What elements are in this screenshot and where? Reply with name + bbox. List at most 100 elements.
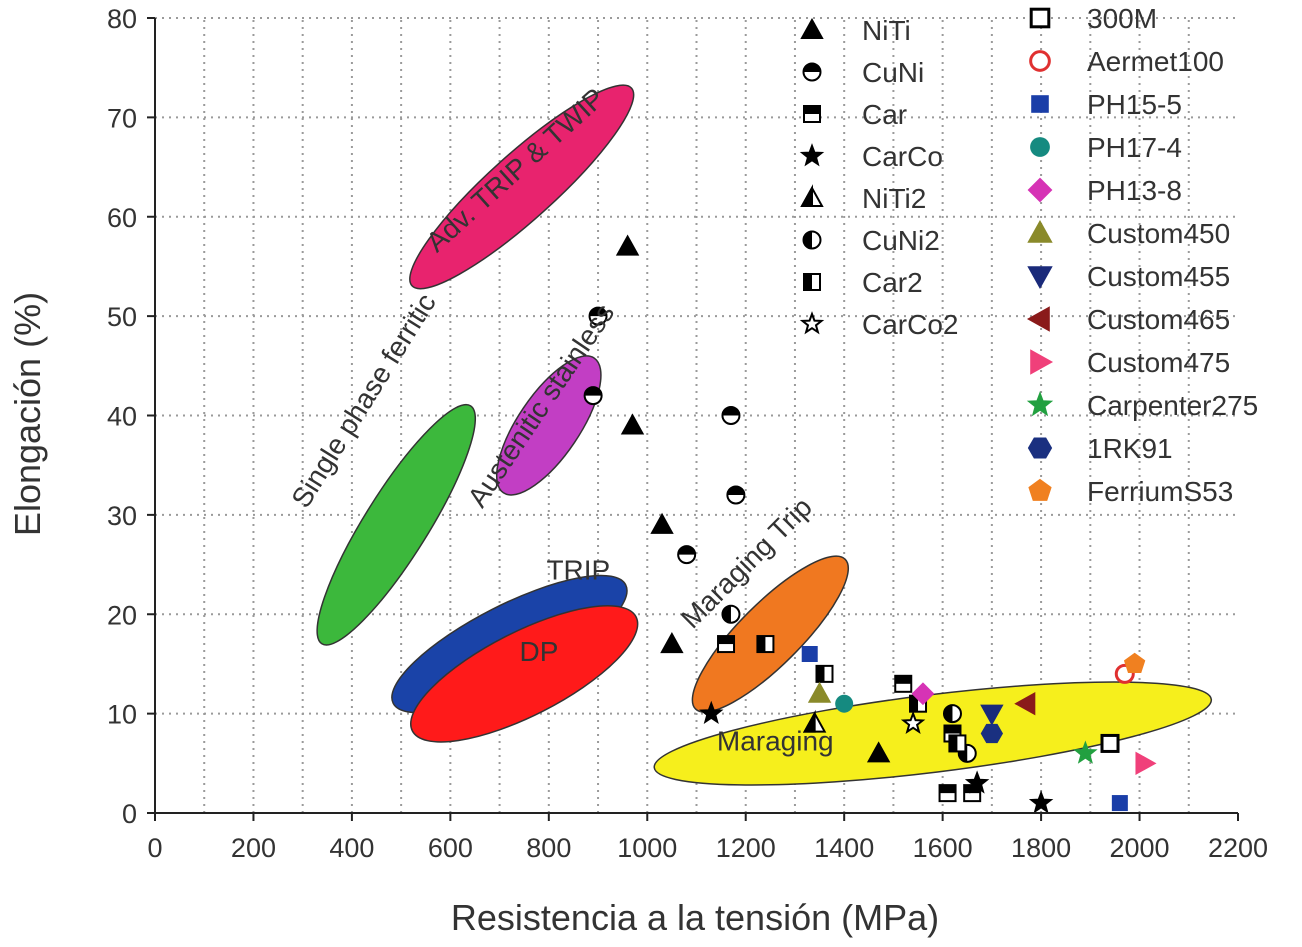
region-label: DP bbox=[520, 636, 559, 667]
legend-label: CarCo bbox=[862, 141, 943, 172]
data-point-niti bbox=[866, 741, 891, 763]
data-point-custom465 bbox=[1014, 691, 1036, 716]
legend-label: 1RK91 bbox=[1087, 433, 1173, 464]
legend-label: Custom450 bbox=[1087, 218, 1230, 249]
legend-label: Car2 bbox=[862, 267, 923, 298]
data-point-niti bbox=[615, 234, 640, 256]
legend-marker-carpenter275 bbox=[1026, 391, 1054, 417]
data-point-niti bbox=[650, 512, 674, 534]
data-point-car2 bbox=[948, 734, 967, 753]
x-tick-label: 1200 bbox=[716, 833, 776, 863]
data-point-carco bbox=[1028, 790, 1054, 814]
legend-marker-car bbox=[803, 105, 821, 123]
legend-marker-niti2 bbox=[800, 184, 824, 207]
data-point-cuni bbox=[726, 485, 746, 505]
data-point-car2 bbox=[756, 635, 775, 654]
legend-marker-aermet100 bbox=[1029, 50, 1051, 72]
legend-label: FerriumS53 bbox=[1087, 476, 1233, 507]
region-label: Maraging bbox=[717, 725, 834, 756]
legend-label: PH15-5 bbox=[1087, 89, 1182, 120]
data-point-niti2 bbox=[802, 709, 827, 733]
data-point-car bbox=[894, 674, 913, 693]
y-tick-label: 30 bbox=[107, 501, 137, 531]
axes bbox=[147, 17, 1239, 821]
legend-marker-carco2 bbox=[799, 311, 825, 335]
legend-marker-custom450 bbox=[1027, 219, 1053, 243]
legend-marker-niti bbox=[800, 17, 824, 39]
x-tick-label: 1800 bbox=[1011, 833, 1071, 863]
y-tick-label: 50 bbox=[107, 302, 137, 332]
legend-label: PH17-4 bbox=[1087, 132, 1182, 163]
x-tick-label: 400 bbox=[329, 833, 374, 863]
legend-marker-ph15-5 bbox=[1031, 95, 1049, 113]
legend: NiTi CuNi Car CarCo NiTi2 CuNi2 Car2 CarCo2 300M… bbox=[799, 3, 1258, 507]
data-point-niti bbox=[660, 632, 684, 654]
data-point-ph13-8 bbox=[911, 682, 935, 706]
legend-marker-ph13-8 bbox=[1027, 177, 1053, 203]
y-tick-label: 10 bbox=[107, 700, 137, 730]
data-point-custom450 bbox=[807, 681, 832, 703]
data-point-carco bbox=[964, 770, 990, 794]
data-point-cuni2 bbox=[942, 704, 962, 724]
region-adv-trip-twip bbox=[409, 84, 635, 290]
legend-marker-custom455 bbox=[1027, 266, 1053, 290]
data-point-carco2 bbox=[900, 710, 926, 734]
legend-label: Custom455 bbox=[1087, 261, 1230, 292]
legend-label: 300M bbox=[1087, 3, 1157, 34]
x-tick-label: 800 bbox=[526, 833, 571, 863]
x-tick-label: 1600 bbox=[913, 833, 973, 863]
data-point-carco bbox=[699, 700, 724, 725]
legend-label: CuNi2 bbox=[862, 225, 940, 256]
legend-marker-custom475 bbox=[1030, 349, 1054, 375]
region-dp bbox=[410, 605, 639, 743]
x-tick-label: 1000 bbox=[617, 833, 677, 863]
data-point-300m bbox=[1100, 733, 1120, 753]
region-austenitic-stainless bbox=[495, 355, 602, 496]
x-tick-label: 2000 bbox=[1110, 833, 1170, 863]
data-point-custom455 bbox=[980, 704, 1004, 726]
data-point-cuni bbox=[583, 386, 603, 406]
legend-marker-cuni bbox=[802, 62, 822, 82]
legend-label: NiTi bbox=[862, 15, 911, 46]
legend-label: Car bbox=[862, 99, 907, 130]
x-tick-label: 0 bbox=[147, 833, 162, 863]
data-point-cuni bbox=[588, 306, 608, 326]
legend-marker-cuni2 bbox=[802, 230, 822, 250]
x-tick-label: 2200 bbox=[1208, 833, 1268, 863]
legend-marker-300m bbox=[1029, 7, 1051, 29]
x-axis-title: Resistencia a la tensión (MPa) bbox=[451, 897, 939, 938]
region-single-phase-ferritic bbox=[316, 403, 477, 646]
legend-label: Aermet100 bbox=[1087, 46, 1224, 77]
y-tick-label: 80 bbox=[107, 4, 137, 34]
data-point-1rk91 bbox=[980, 723, 1004, 744]
x-tick-label: 200 bbox=[231, 833, 276, 863]
data-point-car2 bbox=[815, 664, 834, 683]
y-tick-label: 60 bbox=[107, 203, 137, 233]
legend-marker-1rk91 bbox=[1027, 437, 1053, 459]
legend-label: Carpenter275 bbox=[1087, 390, 1258, 421]
data-point-ph15-5 bbox=[1111, 795, 1128, 812]
legend-label: NiTi2 bbox=[862, 183, 926, 214]
regions bbox=[316, 84, 1213, 786]
region-label: TRIP bbox=[546, 554, 610, 585]
data-point-cuni2 bbox=[721, 604, 741, 624]
data-point-ph15-5 bbox=[801, 646, 818, 662]
legend-marker-ferriums53 bbox=[1028, 478, 1052, 501]
legend-marker-carco bbox=[799, 143, 825, 167]
x-tick-label: 1400 bbox=[814, 833, 874, 863]
x-tick-label: 600 bbox=[428, 833, 473, 863]
y-tick-label: 70 bbox=[107, 103, 137, 133]
data-point-ph17-4 bbox=[835, 694, 854, 713]
data-point-niti bbox=[620, 413, 645, 435]
y-tick-label: 0 bbox=[122, 799, 137, 829]
data-point-cuni bbox=[677, 545, 697, 565]
legend-marker-custom465 bbox=[1026, 306, 1050, 332]
legend-label: PH13-8 bbox=[1087, 175, 1182, 206]
data-point-ferriums53 bbox=[1123, 652, 1146, 674]
data-point-carpenter275 bbox=[1073, 740, 1098, 764]
y-tick-label: 40 bbox=[107, 402, 137, 432]
data-point-car bbox=[717, 635, 736, 654]
legend-marker-ph17-4 bbox=[1030, 137, 1050, 157]
legend-label: Custom475 bbox=[1087, 347, 1230, 378]
